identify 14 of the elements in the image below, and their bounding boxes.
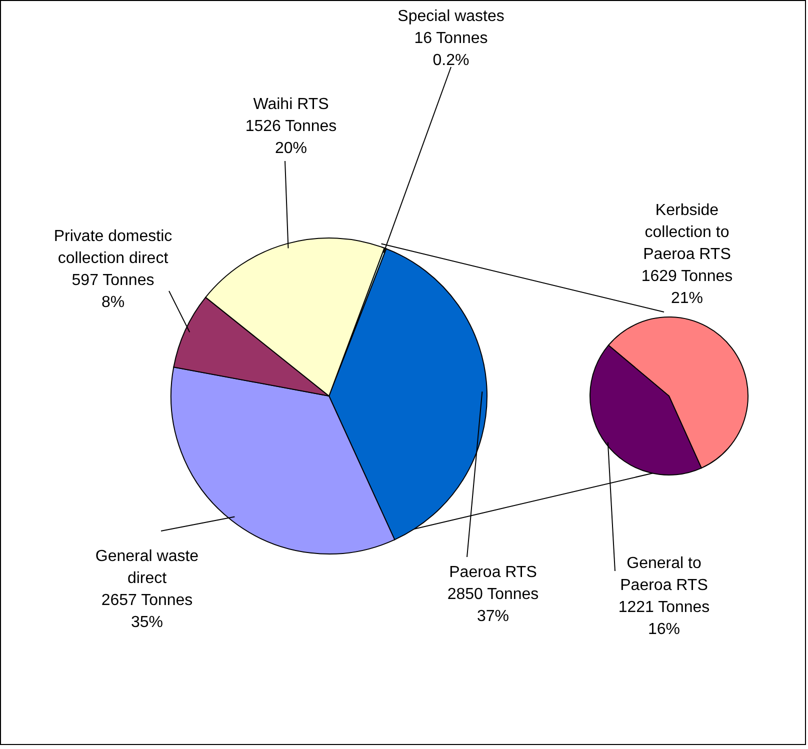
data-label: 16 Tonnes 0.2%	[414, 30, 488, 69]
data-label: 1629 Tonnes 21%	[641, 268, 733, 307]
slice-label: General waste direct	[95, 548, 199, 587]
slice-label: Waihi RTS	[253, 96, 329, 113]
data-label: 2850 Tonnes 37%	[447, 586, 539, 625]
data-label: 1221 Tonnes 16%	[618, 599, 710, 638]
slice-label: Special wastes	[398, 8, 504, 25]
slice-label: General to Paeroa RTS	[620, 555, 708, 594]
slice-label: Private domestic collection direct	[54, 228, 172, 267]
slice-label: Kerbside collection to Paeroa RTS	[643, 202, 731, 263]
data-label: 2657 Tonnes 35%	[101, 592, 193, 631]
slice-label: Paeroa RTS	[449, 564, 537, 581]
data-label: 597 Tonnes 8%	[72, 272, 154, 311]
data-label: 1526 Tonnes 20%	[245, 118, 337, 157]
